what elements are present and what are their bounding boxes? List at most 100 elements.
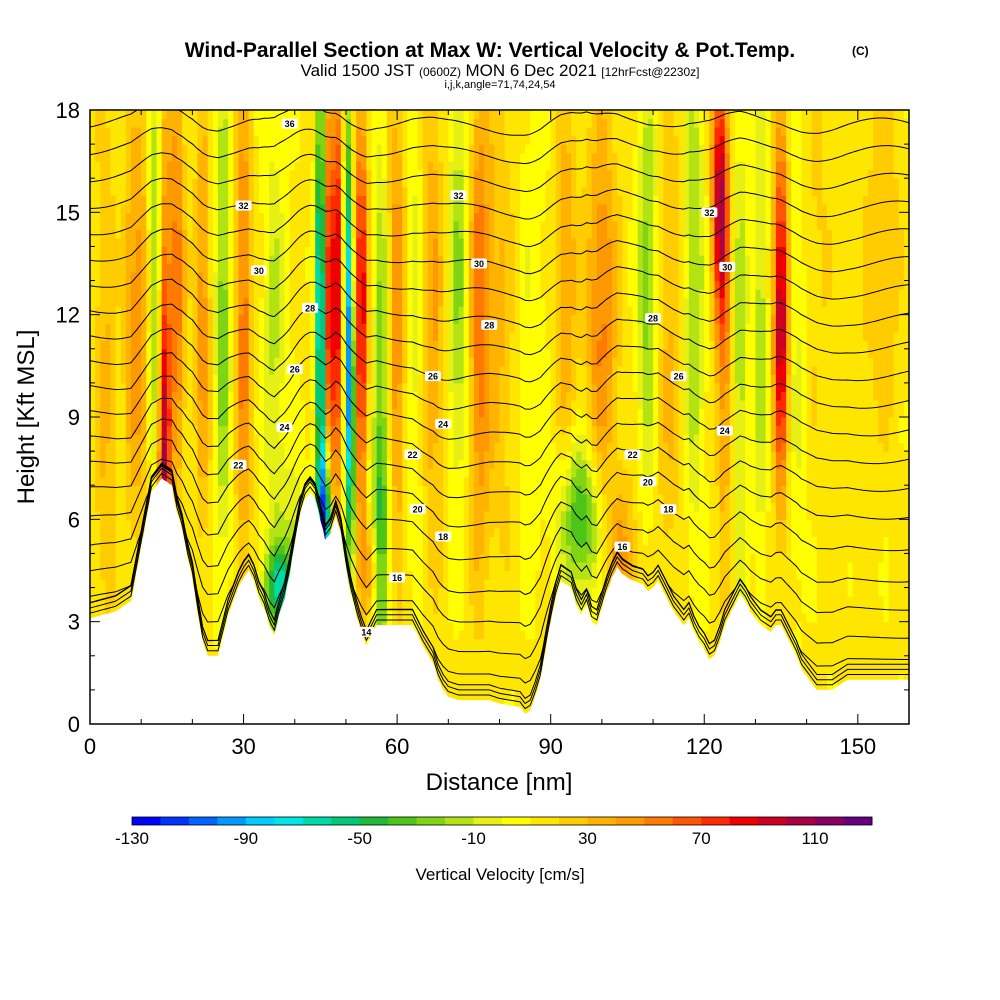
velocity-cell [402, 289, 408, 299]
velocity-cell [366, 587, 373, 597]
velocity-cell [233, 237, 240, 248]
velocity-cell [279, 391, 286, 401]
velocity-cell [397, 374, 403, 384]
velocity-cell [125, 561, 132, 572]
velocity-cell [284, 229, 291, 239]
velocity-cell [95, 178, 101, 188]
velocity-cell [412, 127, 419, 137]
velocity-cell [264, 169, 270, 179]
velocity-cell [228, 118, 234, 128]
velocity-cell [412, 272, 419, 282]
velocity-cell [100, 314, 106, 324]
velocity-cell [402, 340, 408, 350]
velocity-cell [212, 468, 219, 478]
velocity-cell [243, 263, 250, 273]
velocity-cell [146, 468, 153, 478]
velocity-cell [120, 169, 127, 179]
velocity-cell [264, 340, 270, 350]
velocity-cell [289, 203, 296, 213]
velocity-cell [304, 118, 311, 128]
velocity-cell [325, 169, 332, 179]
velocity-cell [207, 348, 214, 358]
velocity-cell [197, 254, 204, 265]
velocity-cell [320, 408, 327, 418]
velocity-cell [182, 306, 188, 316]
velocity-cell [212, 272, 219, 282]
velocity-cell [130, 434, 137, 444]
velocity-cell [264, 280, 270, 290]
velocity-cell [289, 246, 296, 256]
velocity-cell [228, 442, 234, 452]
velocity-cell [279, 553, 286, 563]
velocity-cell [207, 110, 214, 120]
velocity-cell [402, 212, 408, 222]
velocity-cell [407, 280, 414, 290]
velocity-cell [432, 195, 439, 205]
velocity-cell [422, 118, 429, 128]
velocity-cell [443, 638, 449, 648]
velocity-cell [90, 425, 96, 435]
velocity-cell [243, 527, 250, 537]
velocity-cell [146, 391, 153, 401]
velocity-cell [253, 365, 260, 375]
velocity-cell [248, 195, 255, 205]
velocity-cell [289, 289, 296, 299]
velocity-cell [264, 425, 270, 435]
velocity-cell [371, 144, 378, 154]
velocity-cell [233, 118, 240, 128]
velocity-cell [156, 399, 163, 410]
velocity-cell [202, 118, 209, 128]
velocity-cell [279, 220, 286, 230]
velocity-cell [228, 280, 234, 290]
velocity-cell [417, 169, 424, 179]
velocity-cell [248, 391, 255, 401]
velocity-cell [412, 110, 419, 120]
velocity-cell [320, 118, 327, 128]
velocity-cell [212, 212, 219, 222]
velocity-cell [228, 186, 234, 196]
velocity-cell [243, 195, 250, 205]
velocity-cell [120, 237, 127, 248]
velocity-cell [315, 297, 321, 307]
velocity-cell [136, 178, 142, 188]
velocity-cell [376, 272, 383, 282]
velocity-cell [146, 246, 153, 256]
velocity-cell [161, 425, 168, 435]
velocity-cell [95, 459, 101, 469]
velocity-cell [238, 144, 245, 154]
velocity-cell [105, 297, 112, 307]
velocity-cell [258, 493, 265, 503]
velocity-cell [330, 485, 337, 495]
velocity-cell [299, 314, 306, 324]
velocity-cell [223, 135, 229, 145]
velocity-cell [238, 297, 245, 307]
velocity-cell [243, 451, 250, 461]
velocity-cell [90, 561, 96, 572]
velocity-cell [212, 161, 219, 171]
velocity-cell [141, 485, 147, 495]
velocity-cell [120, 110, 127, 120]
velocity-cell [136, 417, 142, 427]
velocity-cell [279, 135, 286, 145]
velocity-cell [105, 272, 112, 282]
velocity-cell [207, 408, 214, 418]
velocity-cell [187, 152, 193, 162]
velocity-cell [356, 118, 362, 128]
velocity-cell [340, 357, 347, 367]
velocity-cell [432, 382, 439, 393]
velocity-cell [212, 553, 219, 563]
velocity-cell [299, 468, 306, 478]
velocity-cell [90, 587, 96, 597]
velocity-cell [223, 340, 229, 350]
velocity-cell [269, 306, 275, 316]
velocity-cell [325, 485, 332, 495]
velocity-cell [130, 246, 137, 256]
velocity-cell [248, 144, 255, 154]
velocity-cell [243, 331, 250, 341]
velocity-cell [171, 263, 178, 273]
velocity-cell [141, 331, 147, 341]
velocity-cell [151, 425, 158, 435]
velocity-cell [223, 459, 229, 469]
velocity-cell [392, 579, 398, 589]
velocity-cell [356, 323, 362, 333]
